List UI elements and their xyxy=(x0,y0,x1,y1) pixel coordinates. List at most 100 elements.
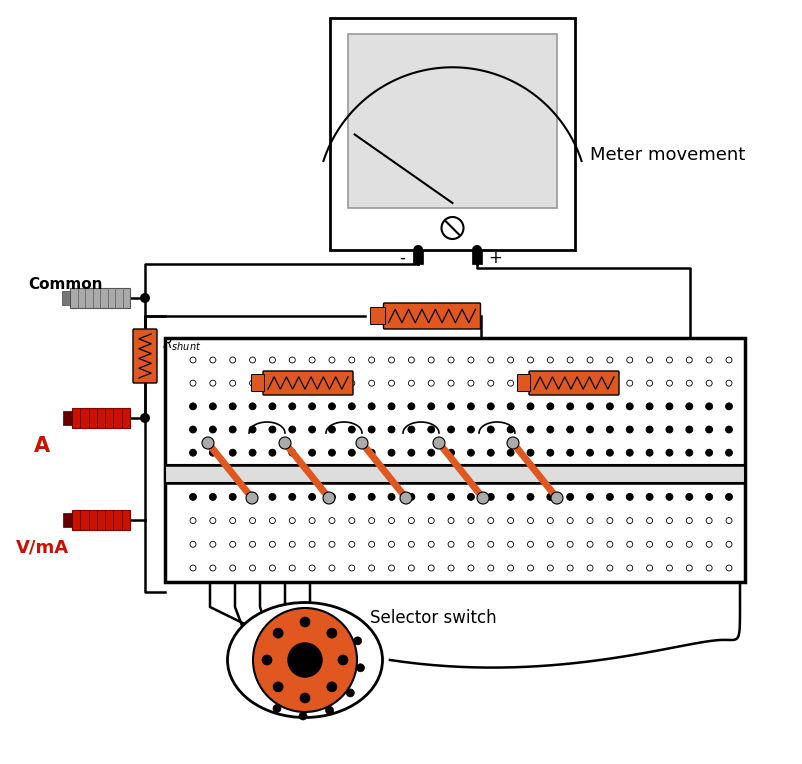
Circle shape xyxy=(528,380,533,386)
Bar xyxy=(72,510,130,530)
Circle shape xyxy=(349,541,354,547)
Circle shape xyxy=(388,380,395,386)
Circle shape xyxy=(408,541,415,547)
Circle shape xyxy=(626,494,634,500)
Circle shape xyxy=(527,494,534,500)
Circle shape xyxy=(468,403,475,410)
Circle shape xyxy=(427,449,435,456)
Circle shape xyxy=(606,403,614,410)
Circle shape xyxy=(408,449,415,456)
Circle shape xyxy=(229,449,237,456)
Circle shape xyxy=(140,413,150,423)
Circle shape xyxy=(309,403,316,410)
Circle shape xyxy=(488,494,494,500)
Circle shape xyxy=(210,380,216,386)
Circle shape xyxy=(209,494,217,500)
Circle shape xyxy=(706,357,712,363)
Circle shape xyxy=(666,357,672,363)
Circle shape xyxy=(289,403,296,410)
Circle shape xyxy=(189,403,196,410)
Circle shape xyxy=(408,494,415,500)
FancyBboxPatch shape xyxy=(371,307,386,325)
Circle shape xyxy=(356,437,368,449)
Circle shape xyxy=(508,357,513,363)
Circle shape xyxy=(300,693,310,703)
Bar xyxy=(413,250,423,264)
Circle shape xyxy=(346,689,354,697)
Circle shape xyxy=(508,541,513,547)
Circle shape xyxy=(468,565,474,571)
Circle shape xyxy=(626,517,633,523)
Circle shape xyxy=(269,517,275,523)
Circle shape xyxy=(354,637,362,645)
Circle shape xyxy=(290,357,295,363)
Circle shape xyxy=(528,517,533,523)
Circle shape xyxy=(369,517,375,523)
Bar xyxy=(72,408,130,428)
Circle shape xyxy=(249,380,256,386)
Circle shape xyxy=(309,517,315,523)
Circle shape xyxy=(368,403,375,410)
Circle shape xyxy=(349,517,354,523)
Circle shape xyxy=(488,449,494,456)
Circle shape xyxy=(388,517,395,523)
Circle shape xyxy=(349,380,354,386)
Circle shape xyxy=(269,380,275,386)
Circle shape xyxy=(249,541,256,547)
Circle shape xyxy=(209,403,217,410)
Circle shape xyxy=(338,655,348,665)
Circle shape xyxy=(210,565,216,571)
Bar xyxy=(63,513,72,527)
Circle shape xyxy=(468,357,474,363)
Circle shape xyxy=(587,517,593,523)
Circle shape xyxy=(448,494,455,500)
Circle shape xyxy=(273,628,283,638)
Circle shape xyxy=(706,426,713,433)
Circle shape xyxy=(290,541,295,547)
Circle shape xyxy=(488,380,494,386)
Circle shape xyxy=(427,403,435,410)
Circle shape xyxy=(348,426,355,433)
Text: V/mA: V/mA xyxy=(15,539,68,557)
Circle shape xyxy=(249,403,256,410)
Circle shape xyxy=(547,565,553,571)
Circle shape xyxy=(626,541,633,547)
Circle shape xyxy=(488,541,494,547)
Circle shape xyxy=(547,517,553,523)
Text: +: + xyxy=(488,249,502,267)
Circle shape xyxy=(202,437,214,449)
Circle shape xyxy=(190,357,196,363)
Circle shape xyxy=(210,357,216,363)
Circle shape xyxy=(369,357,375,363)
Circle shape xyxy=(646,541,653,547)
Circle shape xyxy=(586,494,593,500)
Circle shape xyxy=(646,403,653,410)
Circle shape xyxy=(323,492,335,504)
Circle shape xyxy=(329,357,335,363)
Circle shape xyxy=(329,565,335,571)
Circle shape xyxy=(428,357,434,363)
Circle shape xyxy=(507,494,514,500)
Circle shape xyxy=(229,565,236,571)
Circle shape xyxy=(249,494,256,500)
Circle shape xyxy=(547,494,554,500)
Circle shape xyxy=(567,541,573,547)
Text: $R_{shunt}$: $R_{shunt}$ xyxy=(162,337,201,353)
Circle shape xyxy=(190,541,196,547)
Circle shape xyxy=(726,494,732,500)
Circle shape xyxy=(488,565,494,571)
Bar xyxy=(348,34,557,208)
Circle shape xyxy=(229,426,237,433)
Circle shape xyxy=(388,403,395,410)
Circle shape xyxy=(587,565,593,571)
Circle shape xyxy=(408,426,415,433)
Circle shape xyxy=(269,494,276,500)
Circle shape xyxy=(666,541,672,547)
Circle shape xyxy=(368,426,375,433)
Circle shape xyxy=(726,517,732,523)
Circle shape xyxy=(528,541,533,547)
Circle shape xyxy=(646,565,653,571)
Circle shape xyxy=(687,380,692,386)
Circle shape xyxy=(246,492,258,504)
Circle shape xyxy=(290,565,295,571)
